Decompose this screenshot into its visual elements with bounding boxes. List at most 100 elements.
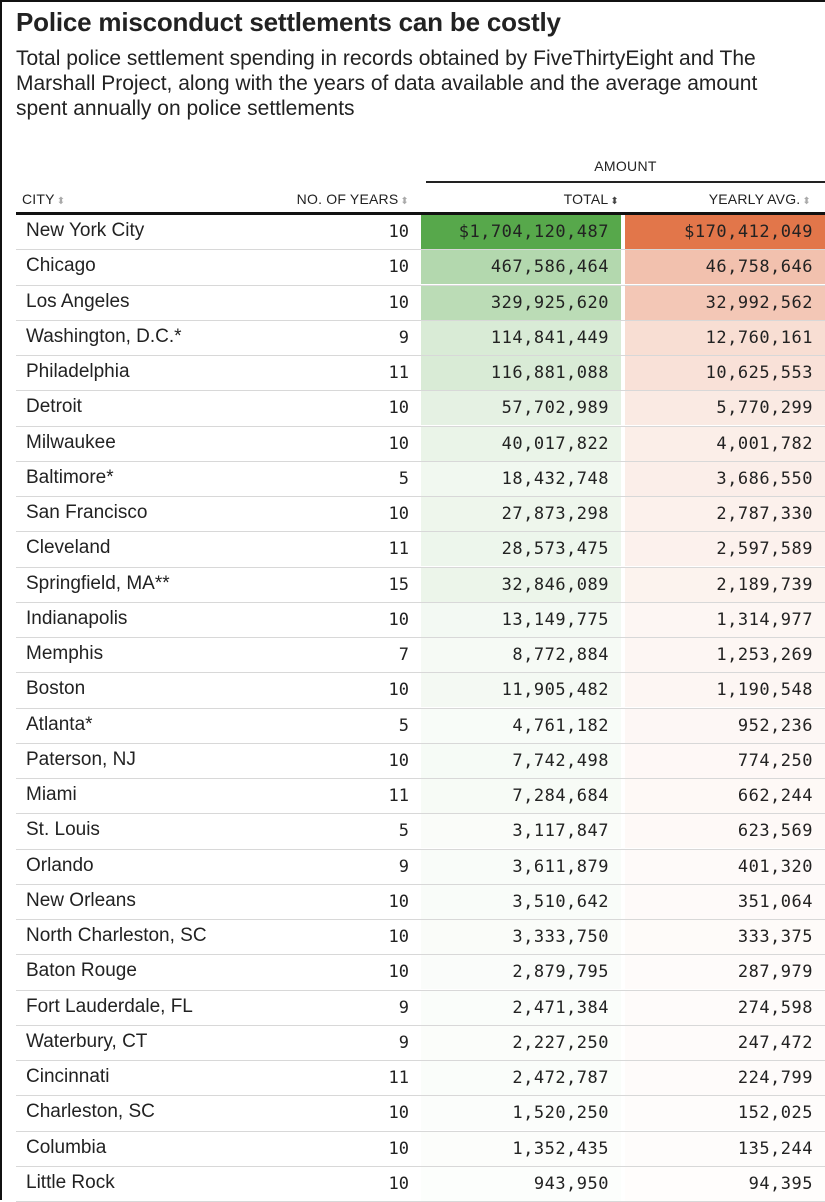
cell-years: 11 — [388, 363, 409, 383]
amount-group-header: AMOUNT — [594, 158, 657, 174]
table-row: Detroit 10 57,702,989 5,770,299 — [16, 391, 825, 427]
cell-years: 9 — [398, 1032, 409, 1053]
cell-years: 10 — [388, 680, 409, 701]
table-row: Paterson, NJ 10 7,742,498 774,250 — [16, 743, 825, 779]
amount-group-rule — [426, 181, 825, 183]
cell-yearly-avg: $170,412,049 — [625, 215, 825, 249]
cell-yearly-avg: 1,253,269 — [625, 638, 825, 672]
cell-total: 28,573,475 — [421, 532, 621, 567]
cell-city: Atlanta* — [26, 713, 93, 735]
cell-total: 1,352,435 — [421, 1131, 621, 1166]
cell-years: 11 — [388, 786, 409, 806]
cell-total: 27,873,298 — [421, 497, 621, 531]
cell-years: 10 — [388, 891, 409, 912]
cell-yearly-avg: 2,597,589 — [625, 532, 825, 567]
page-title: Police misconduct settlements can be cos… — [16, 7, 561, 37]
cell-yearly-avg: 1,190,548 — [625, 673, 825, 708]
cell-city: Philadelphia — [26, 361, 130, 382]
column-header-total[interactable]: TOTAL ⬍ — [564, 191, 619, 207]
cell-city: Columbia — [26, 1136, 107, 1158]
table-row: Charleston, SC 10 1,520,250 152,025 — [16, 1096, 825, 1132]
cell-years: 10 — [388, 962, 409, 983]
cell-yearly-avg: 2,189,739 — [625, 567, 825, 602]
sort-arrows-icon: ⬍ — [802, 196, 811, 207]
table-row: Orlando 9 3,611,879 401,320 — [16, 849, 825, 885]
cell-total: 943,950 — [421, 1166, 621, 1201]
cell-city: Indianapolis — [26, 607, 128, 629]
cell-total: 40,017,822 — [421, 426, 621, 461]
cell-years: 10 — [388, 222, 409, 242]
cell-years: 10 — [388, 433, 409, 454]
cell-total: 467,586,464 — [421, 250, 621, 285]
frame-left-border — [0, 0, 2, 1200]
cell-city: Los Angeles — [26, 290, 130, 312]
cell-years: 10 — [388, 1103, 409, 1124]
table-row: San Francisco 10 27,873,298 2,787,330 — [16, 497, 825, 533]
table-row: Chicago 10 467,586,464 46,758,646 — [16, 250, 825, 286]
cell-years: 7 — [398, 645, 409, 665]
cell-city: San Francisco — [26, 502, 148, 523]
cell-total: 32,846,089 — [421, 567, 621, 602]
cell-yearly-avg: 46,758,646 — [625, 250, 825, 285]
cell-city: Cleveland — [26, 537, 111, 559]
cell-years: 10 — [388, 257, 409, 278]
cell-years: 10 — [388, 398, 409, 419]
table-row: Washington, D.C.* 9 114,841,449 12,760,161 — [16, 320, 825, 356]
column-header-city[interactable]: CITY ⬍ — [22, 191, 65, 207]
cell-years: 9 — [398, 856, 409, 877]
table-row: Baton Rouge 10 2,879,795 287,979 — [16, 955, 825, 991]
cell-years: 10 — [388, 504, 409, 524]
table-row: St. Louis 5 3,117,847 623,569 — [16, 814, 825, 850]
cell-city: Detroit — [26, 396, 82, 418]
cell-city: Orlando — [26, 854, 94, 876]
cell-yearly-avg: 333,375 — [625, 920, 825, 954]
table-row: Baltimore* 5 18,432,748 3,686,550 — [16, 461, 825, 497]
cell-yearly-avg: 1,314,977 — [625, 602, 825, 637]
cell-total: 116,881,088 — [421, 356, 621, 390]
column-header-city-label: CITY — [22, 191, 55, 207]
cell-city: Cincinnati — [26, 1066, 110, 1087]
cell-years: 10 — [388, 609, 409, 630]
table-row: Philadelphia 11 116,881,088 10,625,553 — [16, 356, 825, 392]
cell-total: 2,472,787 — [421, 1061, 621, 1095]
table-row: Indianapolis 10 13,149,775 1,314,977 — [16, 602, 825, 638]
cell-years: 10 — [388, 750, 409, 771]
cell-yearly-avg: 287,979 — [625, 955, 825, 990]
cell-total: 13,149,775 — [421, 602, 621, 637]
cell-city: Charleston, SC — [26, 1101, 155, 1123]
table-row: Milwaukee 10 40,017,822 4,001,782 — [16, 426, 825, 462]
cell-yearly-avg: 135,244 — [625, 1131, 825, 1166]
cell-yearly-avg: 12,760,161 — [625, 320, 825, 355]
cell-total: 329,925,620 — [421, 285, 621, 320]
cell-city: Little Rock — [26, 1171, 115, 1193]
cell-yearly-avg: 274,598 — [625, 990, 825, 1025]
column-header-avg[interactable]: YEARLY AVG. ⬍ — [709, 191, 811, 207]
sort-arrows-icon: ⬍ — [610, 196, 619, 207]
cell-yearly-avg: 4,001,782 — [625, 426, 825, 461]
cell-yearly-avg: 2,787,330 — [625, 497, 825, 531]
table-row: Little Rock 10 943,950 94,395 — [16, 1166, 825, 1202]
cell-yearly-avg: 224,799 — [625, 1061, 825, 1095]
cell-total: 2,227,250 — [421, 1025, 621, 1060]
cell-yearly-avg: 247,472 — [625, 1025, 825, 1060]
cell-years: 5 — [398, 468, 409, 489]
cell-yearly-avg: 623,569 — [625, 814, 825, 849]
cell-total: 4,761,182 — [421, 708, 621, 743]
table-row: Los Angeles 10 329,925,620 32,992,562 — [16, 285, 825, 321]
frame-top-border — [0, 0, 825, 2]
cell-city: North Charleston, SC — [26, 925, 207, 946]
table-row: Cleveland 11 28,573,475 2,597,589 — [16, 532, 825, 568]
cell-city: Milwaukee — [26, 431, 116, 453]
column-header-years[interactable]: NO. OF YEARS ⬍ — [297, 191, 409, 207]
cell-yearly-avg: 3,686,550 — [625, 461, 825, 496]
cell-city: New York City — [26, 220, 145, 241]
cell-total: 3,117,847 — [421, 814, 621, 849]
cell-years: 11 — [388, 539, 409, 560]
table-row: Columbia 10 1,352,435 135,244 — [16, 1131, 825, 1167]
cell-years: 10 — [388, 292, 409, 313]
cell-years: 10 — [388, 927, 409, 947]
table-row: Atlanta* 5 4,761,182 952,236 — [16, 708, 825, 744]
table-row: Memphis 7 8,772,884 1,253,269 — [16, 638, 825, 674]
cell-city: Chicago — [26, 255, 96, 277]
cell-city: Springfield, MA** — [26, 572, 170, 594]
